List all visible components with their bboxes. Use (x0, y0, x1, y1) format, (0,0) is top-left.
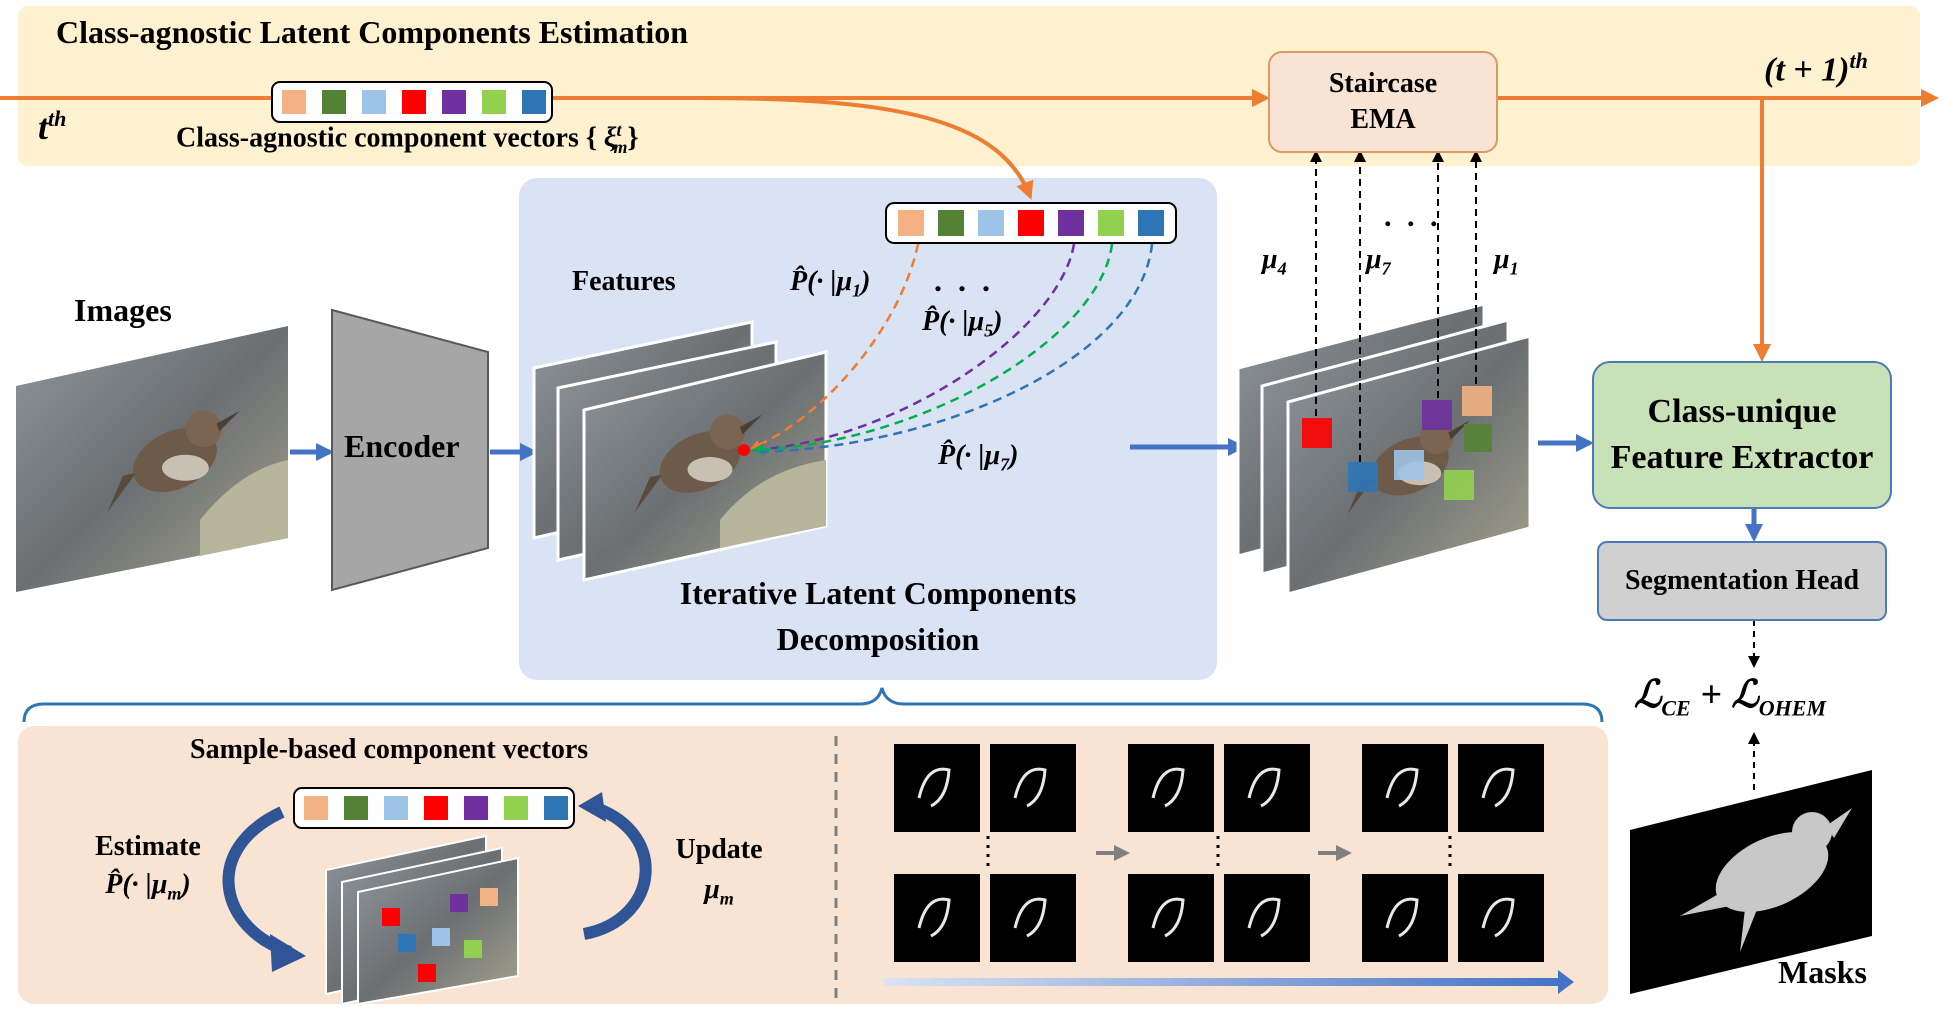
features-label: Features (572, 266, 676, 297)
ema-line1: Staircase (1328, 68, 1438, 99)
component-cell (1138, 210, 1164, 236)
mask-contour (1481, 897, 1515, 938)
prob-arrow-mu7 (755, 243, 1154, 454)
component-cell (344, 796, 368, 820)
mask-contour (1013, 897, 1047, 938)
component-cell (304, 796, 328, 820)
iteration-mask-grid (894, 744, 1544, 962)
encoder-label: Encoder (344, 428, 460, 464)
vector-copy-arrow (699, 96, 1034, 200)
mask-thumbnail (990, 744, 1076, 832)
mask-thumbnail (1458, 874, 1544, 962)
iteration-bar (884, 978, 1564, 986)
mu4-label: μ4 (1262, 244, 1287, 279)
encoder-block (331, 308, 489, 592)
update-line2: μm (704, 874, 734, 909)
mask-thumbnail (894, 874, 980, 962)
t-label: tth (38, 106, 67, 147)
center-dots: . . . (934, 262, 994, 298)
update-line1: Update (675, 834, 763, 865)
prob-arrow-mu1 (750, 243, 920, 450)
mask-contour (1385, 767, 1419, 808)
staircase-ema-box: Staircase EMA (1268, 51, 1498, 153)
mask-thumbnail (990, 874, 1076, 962)
component-stack (1236, 302, 1532, 596)
component-cell (402, 90, 426, 114)
component-cell (424, 796, 448, 820)
mask-contour (1151, 897, 1185, 938)
estimate-line1: Estimate (95, 831, 201, 862)
mask-thumbnail (1128, 874, 1214, 962)
top-vector-cells (282, 90, 546, 114)
decomposition-title-line2: Decomposition (776, 621, 980, 657)
mask-contour (1247, 897, 1281, 938)
ema-line2: EMA (1350, 104, 1416, 135)
extractor-line1: Class-unique (1647, 393, 1837, 430)
component-cell (1098, 210, 1124, 236)
mask-contour (1385, 897, 1419, 938)
component-cell (504, 796, 528, 820)
component-cell (1058, 210, 1084, 236)
class-agnostic-vectors-label: Class-agnostic component vectors { ξtm} (176, 120, 639, 157)
mu7-label: μ7 (1366, 244, 1391, 279)
mask-contour (1247, 767, 1281, 808)
component-cell (384, 796, 408, 820)
component-cell (898, 210, 924, 236)
sample-feature-stack (325, 834, 519, 1006)
prob-label-mu7: P̂(· |μ7) (938, 440, 1019, 475)
component-cell (362, 90, 386, 114)
component-cell (442, 90, 466, 114)
images-label: Images (74, 292, 172, 328)
mask-thumbnail (1224, 744, 1310, 832)
prob-label-mu1: P̂(· |μ1) (790, 266, 871, 301)
sample-vector-cells (304, 796, 568, 820)
mask-contour (1481, 767, 1515, 808)
decomposition-title-line1: Iterative Latent Components (679, 575, 1077, 611)
mask-contour (1151, 767, 1185, 808)
center-vector-cells (898, 210, 1164, 236)
mask-thumbnail (1362, 744, 1448, 832)
component-cell (464, 796, 488, 820)
estimate-label: Estimate P̂(· |μm) (68, 828, 228, 913)
mask-contour (917, 767, 951, 808)
component-cell (522, 90, 546, 114)
component-cell (282, 90, 306, 114)
estimate-line2: P̂(· |μm) (105, 869, 191, 904)
component-cell (978, 210, 1004, 236)
mask-thumbnail (1362, 874, 1448, 962)
input-image (16, 326, 288, 592)
ground-truth-mask (1630, 770, 1872, 994)
mask-thumbnail (1128, 744, 1214, 832)
mu1-label: μ1 (1494, 244, 1519, 279)
decomposition-title: Iterative Latent Components Decompositio… (540, 570, 1216, 662)
masks-label: Masks (1778, 954, 1867, 990)
prob-label-mu5: P̂(· |μ5) (922, 306, 1003, 341)
top-title: Class-agnostic Latent Components Estimat… (56, 14, 689, 50)
class-unique-feature-extractor: Class-unique Feature Extractor (1592, 361, 1892, 509)
mask-thumbnail (1224, 874, 1310, 962)
mu-dots: . . . (1384, 200, 1442, 233)
mask-thumbnail (1458, 744, 1544, 832)
component-cell (322, 90, 346, 114)
extractor-line2: Feature Extractor (1610, 439, 1874, 476)
component-cell (1018, 210, 1044, 236)
update-label: Update μm (654, 830, 784, 919)
mask-thumbnail (894, 744, 980, 832)
mask-contour (917, 897, 951, 938)
estimate-arrow (222, 806, 292, 958)
decomposition-brace (22, 687, 1604, 723)
update-arrow (582, 800, 652, 940)
prob-arrow-mu5 (752, 243, 1076, 456)
t-plus-one-label: (t + 1)th (1764, 48, 1868, 89)
sample-based-label: Sample-based component vectors (190, 734, 589, 765)
prob-arrow-mu6 (752, 243, 1114, 456)
segmentation-head: Segmentation Head (1597, 541, 1887, 621)
component-cell (938, 210, 964, 236)
feature-stack (532, 320, 828, 582)
component-cell (544, 796, 568, 820)
mask-contour (1013, 767, 1047, 808)
component-cell (482, 90, 506, 114)
loss-label: ℒCE + ℒOHEM (1634, 674, 1827, 721)
